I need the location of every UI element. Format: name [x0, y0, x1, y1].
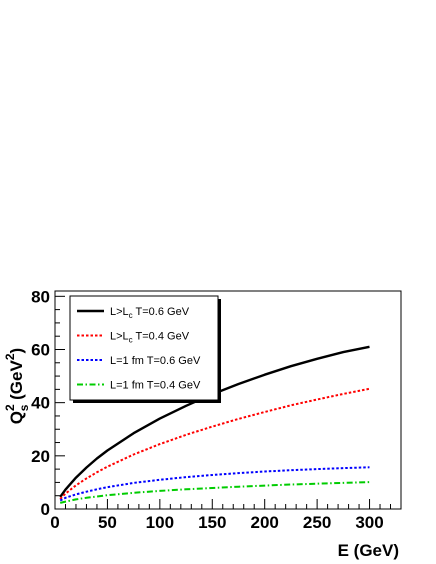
legend-label-4: L=1 fm T=0.4 GeV	[110, 380, 201, 392]
legend-box	[69, 295, 219, 401]
legend-label-2: L>Lc T=0.4 GeV	[110, 331, 190, 345]
y-tick-label: 0	[41, 500, 50, 519]
x-tick-label: 250	[303, 513, 331, 532]
y-axis-title-part: 2	[3, 353, 17, 360]
x-tick-label: 150	[198, 513, 226, 532]
legend-label-3: L=1 fm T=0.6 GeV	[110, 355, 201, 367]
y-axis-title-part: s	[17, 404, 31, 411]
x-tick-label: 50	[98, 513, 117, 532]
y-tick-label: 40	[31, 394, 50, 413]
legend-label-1: L>Lc T=0.6 GeV	[110, 306, 190, 320]
plot-frame	[54, 290, 402, 510]
y-tick-label: 20	[31, 447, 50, 466]
x-tick-label: 100	[146, 513, 174, 532]
series-line-2	[59, 387, 370, 500]
y-axis-title-part: (GeV	[7, 360, 26, 405]
legend: L>Lc T=0.6 GeV L>Lc T=0.4 GeV L=1 fm T=0.6…	[69, 295, 221, 403]
series-line-1	[59, 345, 370, 498]
y-axis-title-part: 2	[3, 404, 17, 411]
x-tick-label: 300	[355, 513, 383, 532]
y-tick-label: 80	[31, 287, 50, 306]
ticks-layer: 0 50 100 150 200 250 300 0 20 40 60 80	[31, 287, 402, 532]
x-tick-label: 200	[251, 513, 279, 532]
y-axis-title-part: Q	[7, 411, 26, 424]
series-layer	[59, 345, 370, 504]
x-axis-title: E (GeV)	[338, 541, 399, 560]
y-tick-label: 60	[31, 340, 50, 359]
y-axis-title: Q2s (GeV2)	[3, 348, 31, 424]
y-axis-title-part: )	[7, 348, 26, 354]
x-tick-label: 0	[50, 513, 59, 532]
series-line-4	[59, 481, 370, 504]
